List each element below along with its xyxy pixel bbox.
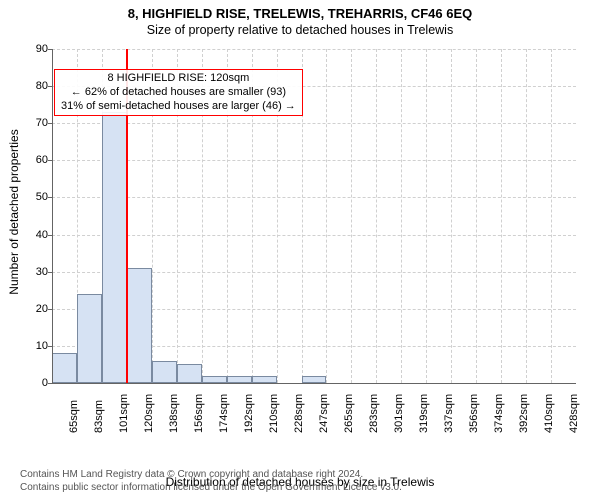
y-tick-label: 70 xyxy=(8,117,48,129)
y-tick-label: 90 xyxy=(8,43,48,55)
annotation-line: 8 HIGHFIELD RISE: 120sqm xyxy=(61,72,296,86)
gridline-h xyxy=(52,160,576,161)
histogram-bar xyxy=(127,268,152,383)
histogram-chart: Number of detached properties 8 HIGHFIEL… xyxy=(0,37,600,427)
x-tick-label: 192sqm xyxy=(243,394,255,433)
gridline-v xyxy=(326,49,327,383)
y-tick-label: 60 xyxy=(8,154,48,166)
y-tick xyxy=(48,309,52,310)
x-tick-label: 83sqm xyxy=(93,400,105,433)
y-tick xyxy=(48,160,52,161)
x-tick-label: 210sqm xyxy=(268,394,280,433)
gridline-h xyxy=(52,197,576,198)
histogram-bar xyxy=(252,376,277,383)
y-tick-label: 80 xyxy=(8,80,48,92)
histogram-bar xyxy=(52,353,77,383)
gridline-h xyxy=(52,123,576,124)
plot-area: 8 HIGHFIELD RISE: 120sqm← 62% of detache… xyxy=(52,49,576,383)
x-tick-label: 228sqm xyxy=(293,394,305,433)
x-tick-label: 65sqm xyxy=(68,400,80,433)
histogram-bar xyxy=(77,294,102,383)
gridline-v xyxy=(526,49,527,383)
annotation-line: ← 62% of detached houses are smaller (93… xyxy=(61,86,296,100)
x-axis-line xyxy=(52,383,576,384)
footer-attribution: Contains HM Land Registry data © Crown c… xyxy=(20,469,402,494)
gridline-v xyxy=(351,49,352,383)
y-tick-label: 10 xyxy=(8,340,48,352)
histogram-bar xyxy=(177,364,202,383)
gridline-h xyxy=(52,49,576,50)
histogram-bar xyxy=(202,376,227,383)
footer-line-1: Contains HM Land Registry data © Crown c… xyxy=(20,469,402,482)
gridline-v xyxy=(401,49,402,383)
x-tick-label: 392sqm xyxy=(518,394,530,433)
x-tick-label: 156sqm xyxy=(193,394,205,433)
gridline-v xyxy=(501,49,502,383)
x-tick-label: 428sqm xyxy=(568,394,580,433)
x-tick-label: 283sqm xyxy=(368,394,380,433)
y-axis-line xyxy=(52,49,53,383)
x-tick-label: 410sqm xyxy=(543,394,555,433)
y-tick-label: 30 xyxy=(8,266,48,278)
y-tick xyxy=(48,197,52,198)
y-tick xyxy=(48,346,52,347)
y-tick xyxy=(48,272,52,273)
x-tick-label: 101sqm xyxy=(118,394,130,433)
gridline-h xyxy=(52,235,576,236)
x-tick-label: 374sqm xyxy=(493,394,505,433)
histogram-bar xyxy=(102,112,127,383)
gridline-v xyxy=(551,49,552,383)
annotation-callout: 8 HIGHFIELD RISE: 120sqm← 62% of detache… xyxy=(54,69,303,116)
page-title: 8, HIGHFIELD RISE, TRELEWIS, TREHARRIS, … xyxy=(0,6,600,21)
x-tick-label: 356sqm xyxy=(468,394,480,433)
histogram-bar xyxy=(152,361,177,383)
y-tick xyxy=(48,383,52,384)
y-tick xyxy=(48,123,52,124)
x-tick-label: 174sqm xyxy=(218,394,230,433)
x-tick-label: 247sqm xyxy=(318,394,330,433)
y-tick xyxy=(48,49,52,50)
histogram-bar xyxy=(227,376,252,383)
histogram-bar xyxy=(302,376,327,383)
gridline-v xyxy=(451,49,452,383)
x-tick-label: 120sqm xyxy=(143,394,155,433)
y-tick-label: 20 xyxy=(8,303,48,315)
y-tick-label: 50 xyxy=(8,191,48,203)
y-tick xyxy=(48,235,52,236)
x-tick-label: 337sqm xyxy=(443,394,455,433)
x-tick-label: 265sqm xyxy=(343,394,355,433)
y-tick xyxy=(48,86,52,87)
x-tick-label: 301sqm xyxy=(393,394,405,433)
page-subtitle: Size of property relative to detached ho… xyxy=(0,23,600,37)
y-tick-label: 40 xyxy=(8,229,48,241)
annotation-line: 31% of semi-detached houses are larger (… xyxy=(61,100,296,114)
gridline-v xyxy=(476,49,477,383)
x-tick-label: 138sqm xyxy=(168,394,180,433)
y-tick-label: 0 xyxy=(8,377,48,389)
x-tick-label: 319sqm xyxy=(418,394,430,433)
footer-line-2: Contains public sector information licen… xyxy=(20,482,402,495)
gridline-v xyxy=(376,49,377,383)
gridline-v xyxy=(426,49,427,383)
